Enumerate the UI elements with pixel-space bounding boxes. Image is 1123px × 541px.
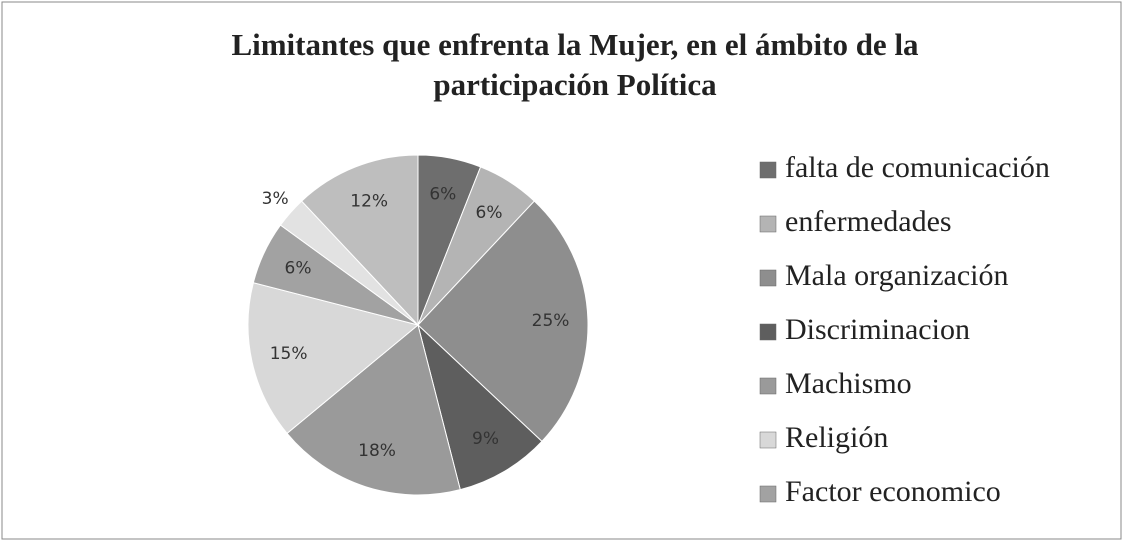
pie-slice [247, 282, 420, 435]
data-label: 6% [476, 203, 503, 223]
data-label: 12% [350, 192, 388, 212]
data-label: 25% [532, 311, 570, 331]
chart-title: participación Política [433, 67, 717, 102]
pie-slice [417, 200, 589, 443]
legend-swatch [759, 431, 777, 449]
data-label: 6% [429, 185, 456, 205]
data-label: 6% [285, 259, 312, 279]
legend-label: Religión [785, 421, 888, 454]
data-label: 15% [270, 344, 308, 364]
pie-slice [417, 323, 543, 491]
legend-label: Discriminacion [785, 313, 970, 346]
legend-swatch [759, 377, 777, 395]
legend-label: Factor economico [785, 475, 1001, 508]
legend-label: Mala organización [785, 259, 1009, 292]
legend-swatch [759, 323, 777, 341]
data-label: 18% [358, 441, 396, 461]
legend-swatch [759, 215, 777, 233]
data-label: 3% [262, 189, 289, 209]
legend-swatch [759, 161, 777, 179]
legend-swatch [759, 269, 777, 287]
legend-label: falta de comunicación [785, 151, 1050, 184]
pie-slice [300, 154, 419, 327]
data-label: 9% [472, 429, 499, 449]
pie-slice [286, 324, 461, 496]
legend-swatch [759, 485, 777, 503]
legend-label: Machismo [785, 367, 912, 400]
chart-title: Limitantes que enfrenta la Mujer, en el … [231, 27, 919, 62]
legend-label: enfermedades [785, 205, 952, 238]
